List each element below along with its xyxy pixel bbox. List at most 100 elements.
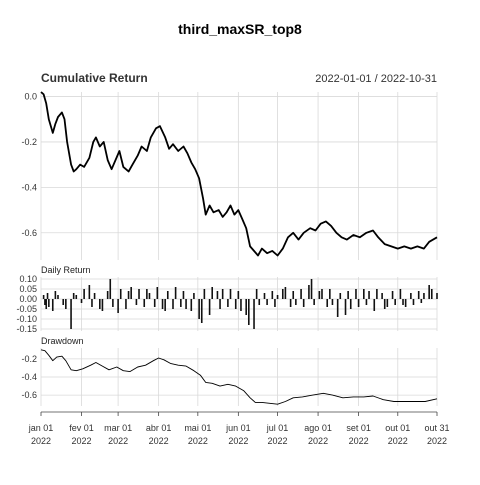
y-tick-label: -0.2 <box>21 354 37 364</box>
daily-return-bar <box>62 299 64 305</box>
daily-return-bar <box>311 279 313 299</box>
daily-return-bar <box>387 299 389 307</box>
daily-return-bar <box>405 299 407 307</box>
daily-return-bar <box>45 299 47 309</box>
y-tick-label: -0.4 <box>21 372 37 382</box>
daily-return-bar <box>222 289 224 299</box>
daily-return-bar <box>258 299 260 305</box>
daily-return-bar <box>112 299 114 307</box>
daily-return-bar <box>436 293 438 299</box>
daily-return-bar <box>423 293 425 299</box>
x-tick-label: ago 01 <box>304 423 332 433</box>
daily-return-bar <box>428 285 430 299</box>
daily-return-bar <box>421 299 423 303</box>
daily-return-bar <box>146 289 148 299</box>
daily-return-bar <box>300 289 302 299</box>
daily-return-bar <box>128 291 130 299</box>
daily-return-bar <box>292 291 294 299</box>
daily-return-bar <box>162 299 164 309</box>
daily-return-bar <box>109 279 111 299</box>
daily-return-bar <box>201 299 203 323</box>
chart-title: third_maxSR_top8 <box>178 21 302 37</box>
daily-return-bar <box>217 291 219 299</box>
daily-return-bar <box>376 289 378 299</box>
daily-return-bar <box>319 291 321 299</box>
series-line-cumulative <box>41 92 437 256</box>
daily-return-bar <box>73 293 75 299</box>
daily-return-bar <box>209 299 211 315</box>
daily-return-bar <box>337 299 339 317</box>
daily-return-bar <box>274 299 276 307</box>
daily-return-bar <box>350 299 352 309</box>
daily-return-bar <box>431 289 433 299</box>
x-tick-label: set 01 <box>346 423 371 433</box>
x-tick-year-label: 2022 <box>427 436 447 446</box>
y-tick-label: -0.2 <box>21 137 37 147</box>
daily-return-bar <box>272 291 274 299</box>
daily-return-bar <box>368 291 370 299</box>
panel-drawdown: Drawdown-0.2-0.4-0.6 <box>21 336 437 406</box>
daily-return-bar <box>180 299 182 307</box>
y-tick-label: 0.0 <box>24 92 37 102</box>
x-tick-label: jul 01 <box>266 423 289 433</box>
daily-return-bar <box>120 289 122 299</box>
daily-return-bar <box>290 299 292 307</box>
daily-return-bar <box>253 299 255 329</box>
daily-return-bar <box>285 287 287 299</box>
x-tick-year-label: 2022 <box>349 436 369 446</box>
x-tick-year-label: 2022 <box>228 436 248 446</box>
panel-title: Daily Return <box>41 265 91 275</box>
daily-return-bar <box>81 299 83 303</box>
y-tick-label: -0.10 <box>16 314 37 324</box>
daily-return-bar <box>136 299 138 305</box>
x-tick-label: mar 01 <box>104 423 132 433</box>
y-tick-label: -0.05 <box>16 304 37 314</box>
daily-return-bar <box>117 299 119 313</box>
x-tick-year-label: 2022 <box>188 436 208 446</box>
daily-return-bar <box>329 289 331 299</box>
daily-return-bar <box>185 299 187 309</box>
x-tick-year-label: 2022 <box>31 436 51 446</box>
daily-return-bar <box>345 299 347 315</box>
daily-return-bar <box>172 299 174 309</box>
daily-return-bar <box>198 299 200 319</box>
daily-return-bar <box>248 299 250 325</box>
daily-return-bar <box>70 299 72 329</box>
daily-return-bar <box>339 293 341 299</box>
daily-return-bar <box>384 299 386 309</box>
y-tick-label: 0.00 <box>19 294 37 304</box>
daily-return-bar <box>347 291 349 299</box>
daily-return-bar <box>392 291 394 299</box>
daily-return-bar <box>143 299 145 307</box>
daily-return-bar <box>256 289 258 299</box>
x-tick-label: mai 01 <box>184 423 211 433</box>
daily-return-bar <box>230 289 232 299</box>
daily-return-bar <box>65 299 67 309</box>
x-tick-year-label: 2022 <box>149 436 169 446</box>
daily-return-bar <box>240 299 242 311</box>
daily-return-bar <box>245 299 247 315</box>
daily-return-bar <box>125 299 127 309</box>
daily-return-bar <box>48 299 50 307</box>
x-tick-label: jan 01 <box>28 423 54 433</box>
x-tick-year-label: 2022 <box>268 436 288 446</box>
daily-return-bar <box>47 293 49 299</box>
daily-return-bar <box>277 295 279 299</box>
daily-return-bar <box>211 287 213 299</box>
x-tick-year-label: 2022 <box>71 436 91 446</box>
daily-return-bar <box>358 299 360 307</box>
daily-return-bar <box>282 289 284 299</box>
x-tick-year-label: 2022 <box>108 436 128 446</box>
date-range-label: 2022-01-01 / 2022-10-31 <box>315 73 437 85</box>
daily-return-bar <box>313 299 315 305</box>
daily-return-bar <box>238 291 240 299</box>
daily-return-bar <box>167 291 169 299</box>
daily-return-bar <box>326 299 328 307</box>
daily-return-bar <box>130 287 132 299</box>
daily-return-bar <box>308 285 310 299</box>
daily-return-bar <box>57 295 59 299</box>
